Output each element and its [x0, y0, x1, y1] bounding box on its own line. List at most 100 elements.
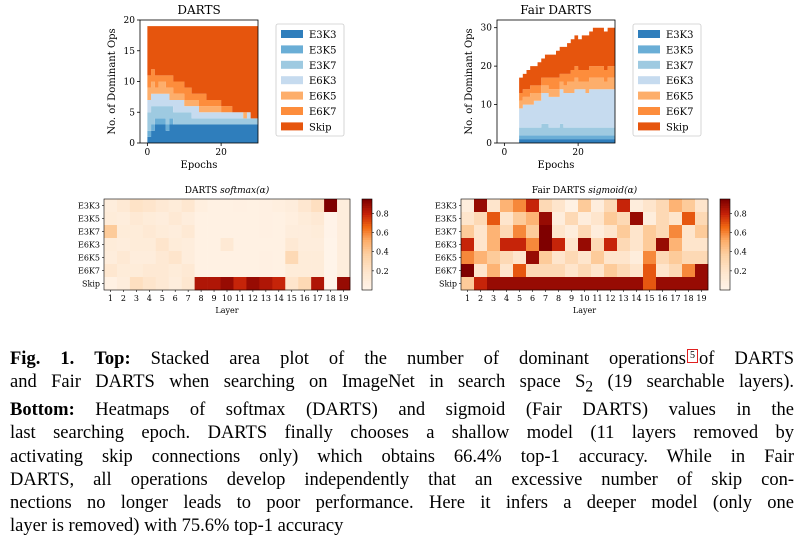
heat-cell [604, 277, 618, 291]
heat-cell [578, 238, 592, 252]
heat-cell [669, 264, 683, 278]
heat-cell [591, 264, 605, 278]
heat-cell [168, 264, 182, 278]
colorbar-tick-label: 0.2 [376, 267, 389, 276]
colorbar-tick-label: 0.4 [376, 248, 389, 257]
heat-cell [155, 251, 170, 265]
heat-cell [259, 264, 273, 278]
heat-cell [461, 212, 475, 226]
column-label: 15 [287, 294, 297, 303]
colorbar-step [362, 235, 372, 239]
heat-cell [259, 212, 273, 226]
heat-cell [285, 225, 299, 239]
heat-cell [168, 199, 182, 213]
heat-cell [565, 225, 579, 239]
heat-cell [461, 225, 475, 239]
heat-cell [513, 238, 527, 252]
colorbar-step [362, 246, 372, 250]
heat-cell [233, 277, 247, 291]
heat-cell [311, 264, 325, 278]
heat-cell [194, 277, 208, 291]
column-label: 13 [261, 294, 271, 303]
colorbar-step [720, 219, 730, 223]
colorbar-step [362, 219, 372, 223]
legend-swatch-skip [281, 122, 303, 131]
colorbar-step [720, 285, 730, 289]
heat-cell [591, 199, 605, 213]
x-tick-label: 20 [215, 148, 227, 158]
y-tick-label: 15 [124, 47, 136, 57]
heat-cell [526, 238, 540, 252]
colorbar-tick-label: 0.8 [734, 209, 747, 218]
colorbar-step [362, 280, 372, 284]
colorbar-step [720, 224, 730, 227]
heat-cell [104, 264, 118, 278]
heat-cell [656, 238, 670, 252]
heat-cell [656, 225, 670, 239]
heat-cell [474, 238, 488, 252]
column-label: 18 [683, 294, 693, 303]
heat-cell [474, 264, 488, 278]
heat-cell [324, 264, 338, 278]
row-label: E3K3 [435, 202, 457, 211]
colorbar-step [720, 242, 730, 245]
heat-cell [142, 264, 157, 278]
colorbar-tick-label: 0.6 [376, 229, 389, 238]
heat-cell [324, 277, 338, 291]
colorbar-step [720, 267, 730, 270]
row-label: E6K7 [78, 267, 100, 276]
heat-cell [617, 264, 631, 278]
colorbar-step [720, 278, 730, 282]
row-label: E3K3 [78, 202, 100, 211]
heat-cell [129, 251, 144, 265]
colorbar-step [720, 214, 730, 218]
heat-cell [142, 225, 157, 239]
heat-cell [155, 212, 170, 226]
colorbar-step [362, 226, 372, 229]
heat-cell [565, 212, 579, 226]
heat-cell [311, 277, 325, 291]
heat-cell [669, 238, 683, 252]
colorbar-step [720, 264, 730, 268]
legend-label-e3k7: E3K7 [309, 61, 337, 72]
heat-cell [259, 277, 273, 291]
heat-cell [142, 251, 157, 265]
heat-cell [324, 199, 338, 213]
heat-cell [104, 212, 118, 226]
heat-cell [682, 264, 696, 278]
heat-cell [220, 264, 234, 278]
area-series-e6k3 [504, 89, 615, 143]
column-label: 19 [696, 294, 706, 303]
heat-cell [220, 251, 234, 265]
heat-cell [552, 238, 566, 252]
column-label: 13 [618, 294, 628, 303]
heat-cell [552, 251, 566, 265]
column-label: 16 [300, 294, 310, 303]
heat-cell [298, 212, 312, 226]
column-label: 5 [160, 294, 165, 303]
heat-cell [552, 264, 566, 278]
heat-cell [487, 238, 501, 252]
heat-cell [578, 225, 592, 239]
legend-swatch-e3k3 [281, 30, 303, 38]
colorbar-step [720, 210, 730, 214]
heat-cell [591, 225, 605, 239]
column-label: 11 [235, 294, 245, 303]
heat-cell [643, 212, 657, 226]
heat-cell [116, 238, 131, 252]
heat-cell [617, 277, 631, 291]
x-tick-label: 0 [145, 148, 151, 158]
footnote-ref[interactable]: 5 [687, 349, 699, 363]
heat-cell [246, 277, 260, 291]
heat-cell [220, 199, 234, 213]
colorbar-step [720, 228, 730, 232]
heat-cell [246, 199, 260, 213]
heat-cell [337, 199, 351, 213]
heat-cell [500, 251, 514, 265]
colorbar-step [720, 199, 730, 202]
heat-cell [272, 225, 286, 239]
heat-cell [298, 251, 312, 265]
column-label: 2 [121, 294, 126, 303]
legend-label-e6k3: E6K3 [309, 76, 337, 87]
colorbar-step [362, 201, 372, 204]
